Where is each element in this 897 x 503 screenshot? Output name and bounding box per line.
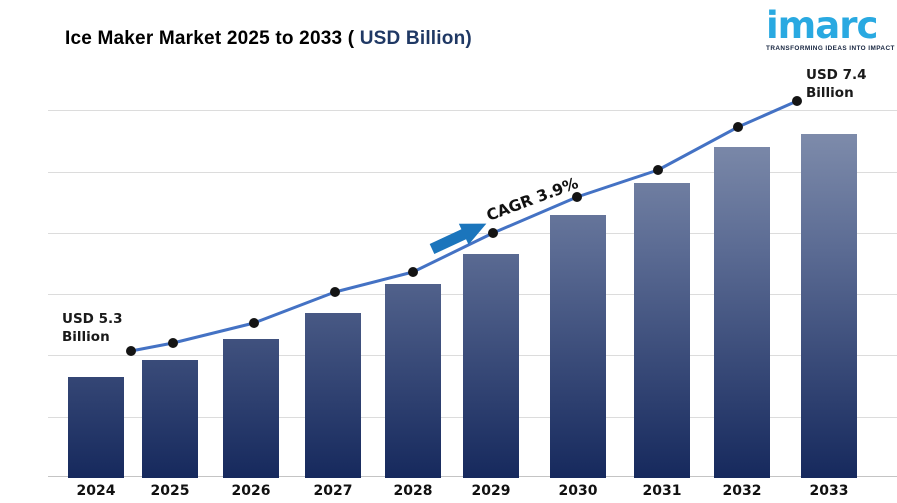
x-axis-label-2026: 2026: [231, 483, 271, 499]
x-axis-label-2025: 2025: [150, 483, 190, 499]
x-axis-label-2033: 2033: [809, 483, 849, 499]
bar-2032: [714, 147, 770, 478]
x-axis-label-2027: 2027: [313, 483, 353, 499]
gridline: [48, 110, 897, 111]
chart-title: Ice Maker Market 2025 to 2033 ( USD Bill…: [65, 28, 472, 50]
bar-2027: [305, 313, 361, 478]
trend-marker-2025: [168, 338, 178, 348]
end-value-label: USD 7.4 Billion: [806, 67, 867, 101]
x-axis-label-2032: 2032: [722, 483, 762, 499]
bar-2031: [634, 183, 690, 478]
bar-2029: [463, 254, 519, 478]
bar-2024: [68, 377, 124, 478]
bar-2030: [550, 215, 606, 478]
trend-marker-2032: [733, 122, 743, 132]
trend-marker-2031: [653, 165, 663, 175]
bar-2026: [223, 339, 279, 478]
bar-2033: [801, 134, 857, 478]
x-axis-label-2029: 2029: [471, 483, 511, 499]
imarc-logo-word: imarc: [766, 4, 878, 47]
x-axis-label-2030: 2030: [558, 483, 598, 499]
start-value-label: USD 5.3 Billion: [62, 311, 123, 345]
bar-2025: [142, 360, 198, 478]
chart-title-main: Ice Maker Market 2025 to 2033 (: [65, 28, 360, 49]
trend-marker-2028: [408, 267, 418, 277]
x-axis-label-2028: 2028: [393, 483, 433, 499]
imarc-logo: imarc TRANSFORMING IDEAS INTO IMPACT: [766, 4, 895, 52]
trend-marker-2030: [572, 192, 582, 202]
chart-title-units: USD Billion): [359, 28, 472, 49]
bar-2028: [385, 284, 441, 478]
imarc-logo-tagline: TRANSFORMING IDEAS INTO IMPACT: [766, 45, 895, 52]
x-axis-label-2024: 2024: [76, 483, 116, 499]
x-axis-label-2031: 2031: [642, 483, 682, 499]
trend-marker-2026: [249, 318, 259, 328]
trend-marker-2027: [330, 287, 340, 297]
trend-marker-2033: [792, 96, 802, 106]
cagr-arrow-icon: [429, 223, 487, 254]
